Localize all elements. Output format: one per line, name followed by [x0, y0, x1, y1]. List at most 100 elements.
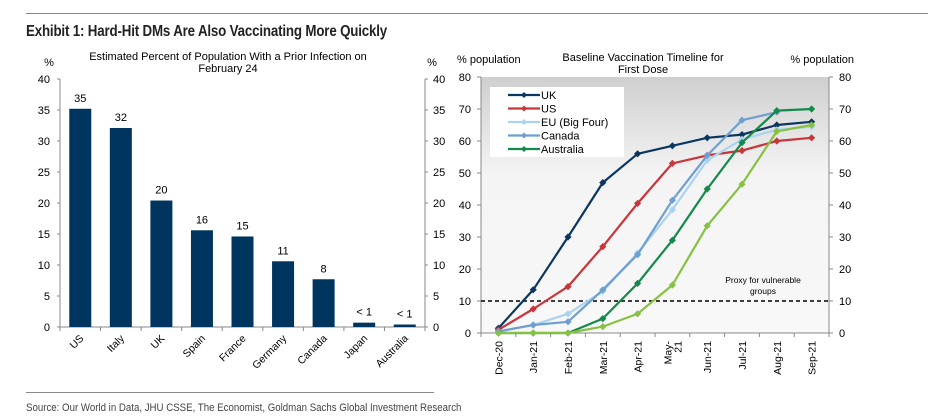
- data-point-marker: [738, 147, 746, 155]
- line-right-axis-label: % population: [790, 54, 854, 66]
- legend-item-us: US: [508, 104, 556, 116]
- line-right-tick-label: 80: [839, 72, 851, 84]
- data-point-marker: [634, 150, 642, 158]
- data-point-marker: [634, 310, 642, 318]
- line-x-tick-label: Jun-21: [702, 341, 714, 373]
- bar-category-label: Canada: [295, 333, 330, 368]
- data-point-marker: [773, 127, 781, 135]
- line-right-tick-label: 0: [839, 328, 845, 340]
- line-right-tick-label: 70: [839, 104, 851, 116]
- line-right-tick-label: 60: [839, 136, 851, 148]
- line-x-tick-label: Feb-21: [563, 341, 575, 374]
- legend-label: Australia: [541, 144, 585, 156]
- bar-left-tick-label: 40: [38, 74, 50, 86]
- data-point-marker: [494, 329, 502, 337]
- data-point-marker: [529, 286, 537, 294]
- bar-category-label: US: [68, 333, 87, 352]
- bar-category-label: Australia: [373, 333, 410, 370]
- data-point-marker: [738, 180, 746, 188]
- line-left-tick-label: 40: [459, 200, 471, 212]
- bar-canada: [312, 279, 335, 327]
- bar-left-tick-label: 30: [38, 136, 50, 148]
- data-point-marker: [773, 121, 781, 129]
- legend-item-australia: Australia: [508, 144, 585, 156]
- line-left-tick-label: 0: [465, 328, 471, 340]
- bar-right-tick-label: 5: [433, 291, 439, 303]
- line-x-tick-label: Dec-20: [493, 341, 505, 375]
- legend-label: UK: [541, 90, 557, 102]
- bar-left-tick-label: 25: [38, 167, 50, 179]
- data-point-marker: [529, 329, 537, 337]
- data-point-marker: [668, 206, 676, 214]
- legend-label: EU (Big Four): [541, 117, 608, 129]
- data-point-marker: [564, 283, 572, 291]
- data-point-marker: [668, 159, 676, 167]
- data-point-marker: [773, 107, 781, 115]
- bar-data-label: 20: [155, 185, 167, 197]
- data-point-marker: [703, 151, 711, 159]
- bar-category-label: France: [217, 333, 249, 365]
- bar-right-tick-label: 20: [433, 198, 445, 210]
- data-point-marker: [634, 199, 642, 207]
- legend-swatch-marker: [521, 132, 527, 139]
- bar-france: [231, 236, 254, 327]
- bar-right-tick-label: 25: [433, 167, 445, 179]
- data-point-marker: [738, 131, 746, 139]
- bar-right-tick-label: 15: [433, 229, 445, 241]
- bar-data-label: < 1: [356, 307, 372, 319]
- data-point-marker: [529, 321, 537, 329]
- data-point-marker: [564, 310, 572, 318]
- data-point-marker: [634, 279, 642, 287]
- legend-swatch-marker: [521, 92, 527, 98]
- bar-left-tick-label: 35: [38, 105, 50, 117]
- bar-category-label: Japan: [342, 333, 371, 362]
- line-chart-vaccination: Baseline Vaccination Timeline for First …: [457, 52, 854, 375]
- legend-item-uk: UK: [508, 90, 557, 102]
- line-x-tick-label: 21: [672, 341, 684, 353]
- bar-category-label: Italy: [105, 332, 128, 355]
- bar-category-label: Spain: [181, 333, 209, 361]
- bar-left-tick-label: 10: [38, 260, 50, 272]
- line-x-tick-label: Apr-21: [633, 341, 645, 373]
- bar-uk: [150, 200, 173, 327]
- data-point-marker: [599, 179, 607, 187]
- line-x-tick-label: Jan-21: [528, 341, 540, 373]
- data-point-marker: [808, 105, 816, 113]
- line-left-axis-label: % population: [457, 54, 521, 66]
- data-point-marker: [703, 222, 711, 230]
- bar-australia: [393, 324, 416, 327]
- line-left-tick-label: 20: [459, 264, 471, 276]
- legend-swatch-marker: [521, 105, 527, 112]
- legend-label: US: [541, 104, 556, 116]
- reference-line-label: groups: [750, 286, 776, 296]
- bar-data-label: 11: [277, 245, 288, 257]
- data-point-marker: [738, 139, 746, 147]
- bar-us: [69, 108, 92, 327]
- top-rule: [26, 13, 928, 14]
- data-point-marker: [599, 315, 607, 323]
- bar-data-label: 8: [321, 263, 327, 275]
- data-point-marker: [668, 236, 676, 244]
- line-left-tick-label: 10: [459, 296, 471, 308]
- series-line-us: [497, 136, 812, 331]
- data-point-marker: [703, 185, 711, 193]
- data-point-marker: [668, 142, 676, 150]
- bar-spain: [190, 230, 213, 327]
- data-point-marker: [564, 233, 572, 241]
- line-left-tick-label: 60: [459, 136, 471, 148]
- bar-right-tick-label: 30: [433, 136, 445, 148]
- bar-data-label: 16: [196, 214, 208, 226]
- line-right-tick-label: 40: [839, 200, 851, 212]
- source-note: Source: Our World in Data, JHU CSSE, The…: [26, 402, 462, 414]
- data-point-marker: [668, 196, 676, 204]
- bar-right-axis-label: %: [427, 57, 437, 69]
- data-point-marker: [808, 134, 816, 142]
- bar-category-label: Germany: [250, 332, 290, 372]
- line-right-tick-label: 50: [839, 168, 851, 180]
- legend-label: Canada: [541, 131, 580, 143]
- line-left-tick-label: 50: [459, 168, 471, 180]
- exhibit-title: Exhibit 1: Hard-Hit DMs Are Also Vaccina…: [26, 23, 388, 40]
- bar-left-tick-label: 20: [38, 198, 50, 210]
- line-x-tick-label: Aug-21: [772, 341, 784, 375]
- legend-swatch-marker: [521, 119, 527, 125]
